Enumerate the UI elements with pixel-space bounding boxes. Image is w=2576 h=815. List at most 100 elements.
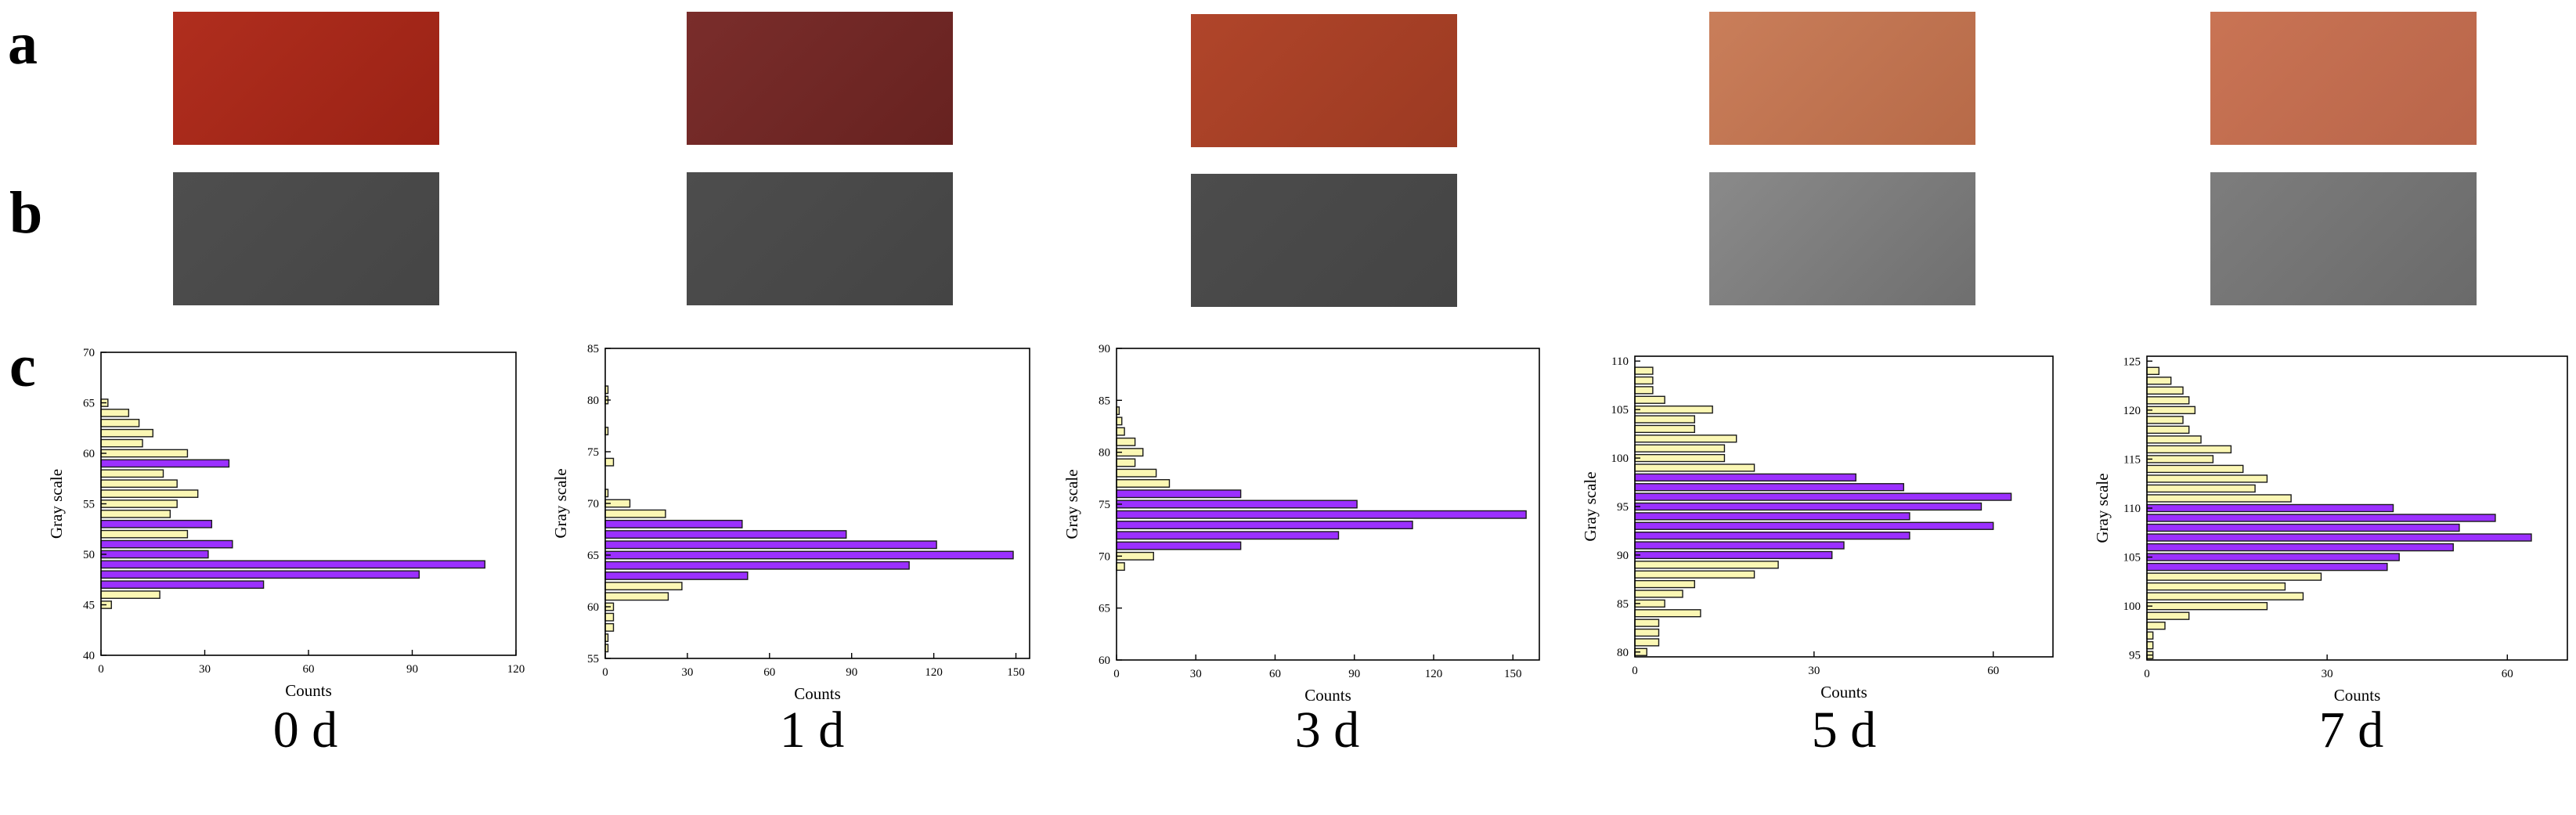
y-tick-label: 105 [1611,404,1629,417]
x-axis-title: Counts [2334,686,2381,705]
y-tick-label: 70 [587,498,599,510]
histogram-bar [1634,609,1701,618]
panel-label-b: b [9,180,43,246]
histogram-bar [1116,531,1340,540]
histogram-bar [1116,551,1154,561]
panel-label-c: c [9,334,36,399]
histogram-bar [1634,618,1660,627]
gray-image-5d [1709,172,1975,305]
gray-image-1d [687,172,953,305]
histogram-bar [1634,561,1779,569]
histogram-bar [1116,427,1125,436]
histogram-bar [1634,483,1904,492]
y-tick-label: 55 [83,499,95,511]
x-tick-label: 120 [507,663,525,676]
sample-image-5d [1709,12,1975,145]
histogram-bar [604,571,749,580]
histogram-bar [100,438,143,448]
histogram-bar [2146,562,2388,572]
x-tick-label: 90 [406,663,418,676]
x-tick-label: 90 [846,666,857,679]
x-tick-label: 0 [2144,668,2150,680]
histogram-bar [2146,533,2532,542]
histogram-bar [1634,492,2012,501]
histogram-bar [2146,582,2286,591]
day-label-5d: 5 d [1811,701,1877,759]
histogram-bar [2146,396,2190,405]
histogram-bar [100,519,213,528]
histogram-bar [1634,376,1654,385]
histogram-bar [100,580,265,590]
histogram-bar [2146,543,2454,552]
y-tick-label: 85 [587,343,599,355]
x-tick-label: 90 [1348,668,1360,680]
y-tick-label: 105 [2123,552,2141,564]
histogram-bar [1116,478,1171,488]
histogram-bar [1116,541,1242,550]
histogram-bar [2146,572,2322,581]
histogram-bar [2146,366,2160,375]
histogram-bar [2146,631,2154,640]
y-tick-label: 85 [1617,598,1629,611]
histogram-bar [1634,366,1654,375]
histogram-1: 0 30 60 90 120 150 55 60 65 70 75 80 85 Counts Gray sc… [551,343,1030,703]
histogram-bar [2146,406,2196,415]
y-tick-label: 85 [1099,395,1110,407]
histogram-bar [100,428,153,438]
histogram-bar [1634,444,1726,453]
histogram-bar [100,479,178,489]
y-tick-label: 65 [1099,603,1110,615]
y-tick-label: 95 [1617,501,1629,514]
histogram-bar [100,409,130,417]
histogram-bar [1634,532,1910,540]
histogram-bar [1634,473,1856,482]
sample-image-0d [173,12,439,145]
y-axis-title: Gray scale [47,469,66,539]
histogram-bar [604,457,615,467]
gray-image-7d [2210,172,2477,305]
x-tick-label: 30 [1808,665,1820,677]
histogram-bar [100,459,230,468]
x-axis-title: Counts [794,684,841,703]
x-tick-label: 30 [1190,668,1202,680]
x-tick-label: 60 [1269,668,1281,680]
histogram-bar [1634,415,1695,424]
histogram-bar [2146,641,2154,650]
histogram-bar [1116,521,1413,530]
y-tick-label: 55 [587,653,599,665]
histogram-bar [1634,541,1845,550]
histogram-bar [2146,523,2460,532]
histogram-bar [604,582,683,591]
histogram-bar [100,529,189,539]
histogram-bar [604,612,615,622]
x-tick-label: 30 [199,663,211,676]
x-tick-label: 150 [1007,666,1025,679]
y-tick-label: 70 [83,347,95,359]
sample-image-3d [1191,14,1457,147]
histogram-bar [2146,494,2292,503]
gray-image-3d [1191,174,1457,307]
histogram-bar [2146,377,2172,385]
x-tick-label: 30 [2322,668,2333,680]
x-tick-label: 0 [602,666,608,679]
histogram-bar [2146,474,2268,483]
histogram-bar [100,469,164,478]
histogram-bar [1634,638,1660,647]
histogram-bar [100,499,178,508]
y-tick-label: 60 [1099,655,1110,667]
histogram-bar [1634,590,1683,598]
histogram-bar [1116,499,1358,509]
histogram-3: 0 30 60 80 85 90 95 100 105 110 Counts Gray scale [1581,355,2054,701]
histogram-bar [604,540,937,550]
day-label-7d: 7 d [2318,701,2384,759]
x-tick-label: 60 [763,666,775,679]
x-axis-title: Counts [285,681,332,700]
y-tick-label: 125 [2123,355,2141,368]
y-axis-title: Gray scale [1063,469,1081,539]
histogram-0: 0 30 60 90 120 40 45 50 55 60 65 70 Counts Gray scale [47,347,525,700]
histogram-bar [1634,405,1713,414]
histogram-bar [2146,464,2244,474]
x-tick-label: 0 [1632,665,1638,677]
y-axis-title: Gray scale [551,468,570,538]
